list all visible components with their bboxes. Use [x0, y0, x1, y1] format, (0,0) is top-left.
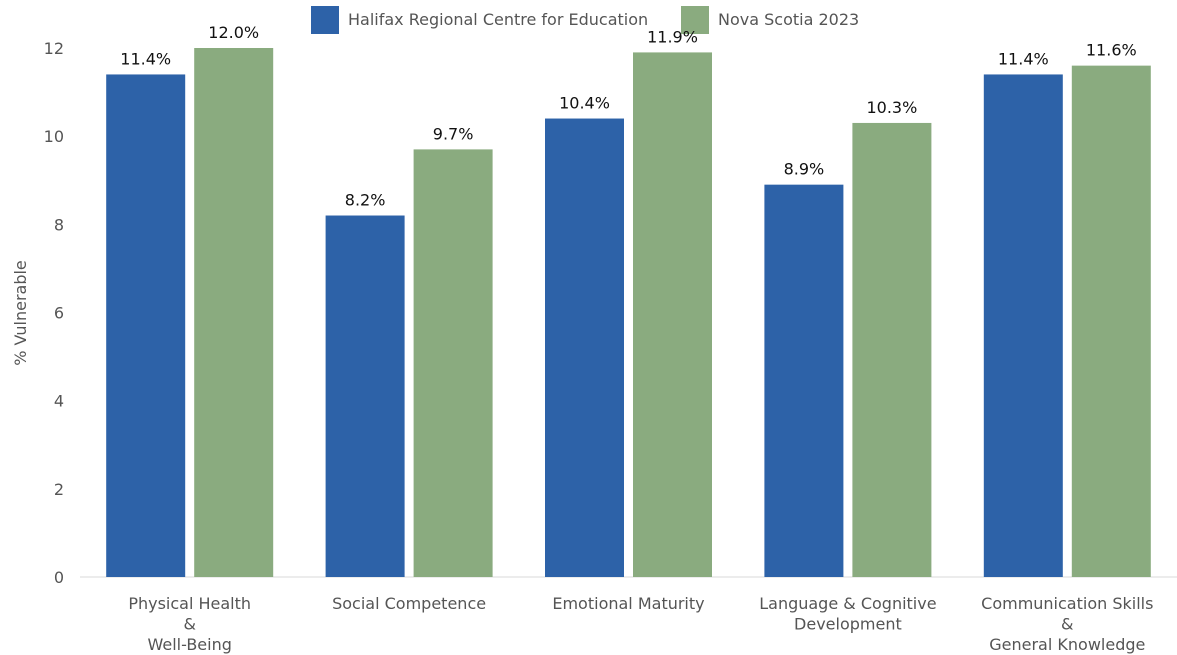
data-label: 11.9%: [647, 27, 698, 46]
bar: [852, 122, 932, 578]
legend: Halifax Regional Centre for Education Nov…: [311, 6, 859, 34]
data-label: 8.2%: [345, 191, 386, 210]
category-label: Physical Health: [128, 594, 251, 613]
y-tick-label: 2: [54, 480, 64, 499]
category-label: Language & Cognitive: [759, 594, 936, 613]
y-tick-label: 8: [54, 215, 64, 234]
bar: [983, 74, 1063, 577]
data-labels: 11.4% 8.2% 10.4% 8.9% 11.4% 12.0% 9.7% 11.9% 10.…: [120, 23, 1136, 210]
legend-label: Halifax Regional Centre for Education: [348, 10, 648, 29]
bar: [1071, 65, 1151, 577]
bar: [325, 215, 405, 577]
bar: [545, 118, 624, 578]
category-label: &: [183, 615, 195, 634]
data-label: 11.6%: [1086, 41, 1137, 60]
category-label: General Knowledge: [989, 635, 1145, 654]
y-tick-label: 6: [54, 304, 64, 323]
y-tick-label: 0: [54, 568, 64, 587]
data-label: 8.9%: [784, 160, 825, 179]
category-label: Social Competence: [332, 594, 486, 613]
category-label: &: [1061, 615, 1073, 634]
bars: [106, 48, 1151, 578]
y-tick-label: 12: [44, 39, 64, 58]
data-label: 10.3%: [866, 98, 917, 117]
data-label: 11.4%: [120, 49, 171, 68]
bar: [413, 149, 493, 577]
bar: [106, 74, 186, 577]
legend-label: Nova Scotia 2023: [718, 10, 859, 29]
category-label: Emotional Maturity: [552, 594, 704, 613]
y-axis-label: % Vulnerable: [11, 260, 30, 366]
legend-swatch: [311, 6, 339, 34]
data-label: 10.4%: [559, 94, 610, 113]
legend-swatch: [681, 6, 709, 34]
category-label: Well-Being: [148, 635, 232, 654]
category-label: Communication Skills: [981, 594, 1153, 613]
y-tick-label: 4: [54, 392, 64, 411]
category-label: Development: [794, 615, 902, 634]
bar: [633, 52, 712, 578]
bar: [194, 48, 274, 577]
data-label: 11.4%: [998, 49, 1049, 68]
y-axis-ticks: 0 2 4 6 8 10 12: [44, 39, 64, 587]
y-tick-label: 10: [44, 127, 64, 146]
data-label: 9.7%: [433, 124, 474, 143]
data-label: 12.0%: [208, 23, 259, 42]
bar: [764, 184, 844, 578]
